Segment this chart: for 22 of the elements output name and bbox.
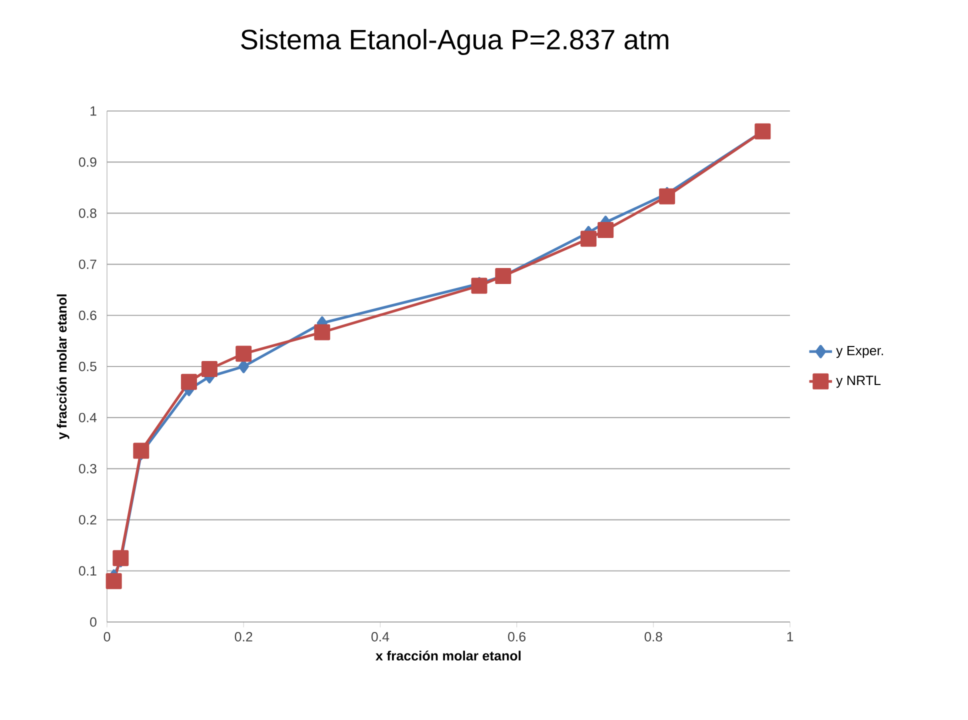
x-axis-title: x fracción molar etanol [376, 650, 521, 661]
x-tick-label: 0 [104, 632, 110, 642]
y-tick-label: 1 [90, 106, 96, 116]
y-tick-label: 0.8 [78, 208, 96, 218]
y-tick-label: 0.9 [78, 157, 96, 167]
x-tick-label: 1 [787, 632, 794, 642]
y-axis-title: y fracción molar etanol [56, 294, 70, 440]
y-tick-label: 0.6 [78, 310, 96, 320]
y-tick-label: 0 [90, 617, 96, 627]
y-tick-label: 0.2 [78, 515, 96, 524]
x-tick-label: 0.8 [644, 632, 662, 642]
x-tick-label: 0.2 [234, 632, 252, 642]
legend-label: y NRTL [836, 376, 881, 388]
y-tick-label: 0.7 [78, 260, 96, 269]
x-tick-label: 0.6 [508, 632, 526, 642]
x-tick-label: 0.4 [371, 632, 390, 642]
y-tick-label: 0.1 [78, 566, 96, 576]
y-tick-label: 0.3 [78, 464, 96, 474]
legend-label: y Exper. [836, 346, 883, 358]
chart-title: Sistema Etanol-Agua P=2.837 atm [241, 28, 668, 56]
y-tick-label: 0.5 [78, 362, 96, 372]
y-tick-label: 0.4 [78, 412, 97, 422]
